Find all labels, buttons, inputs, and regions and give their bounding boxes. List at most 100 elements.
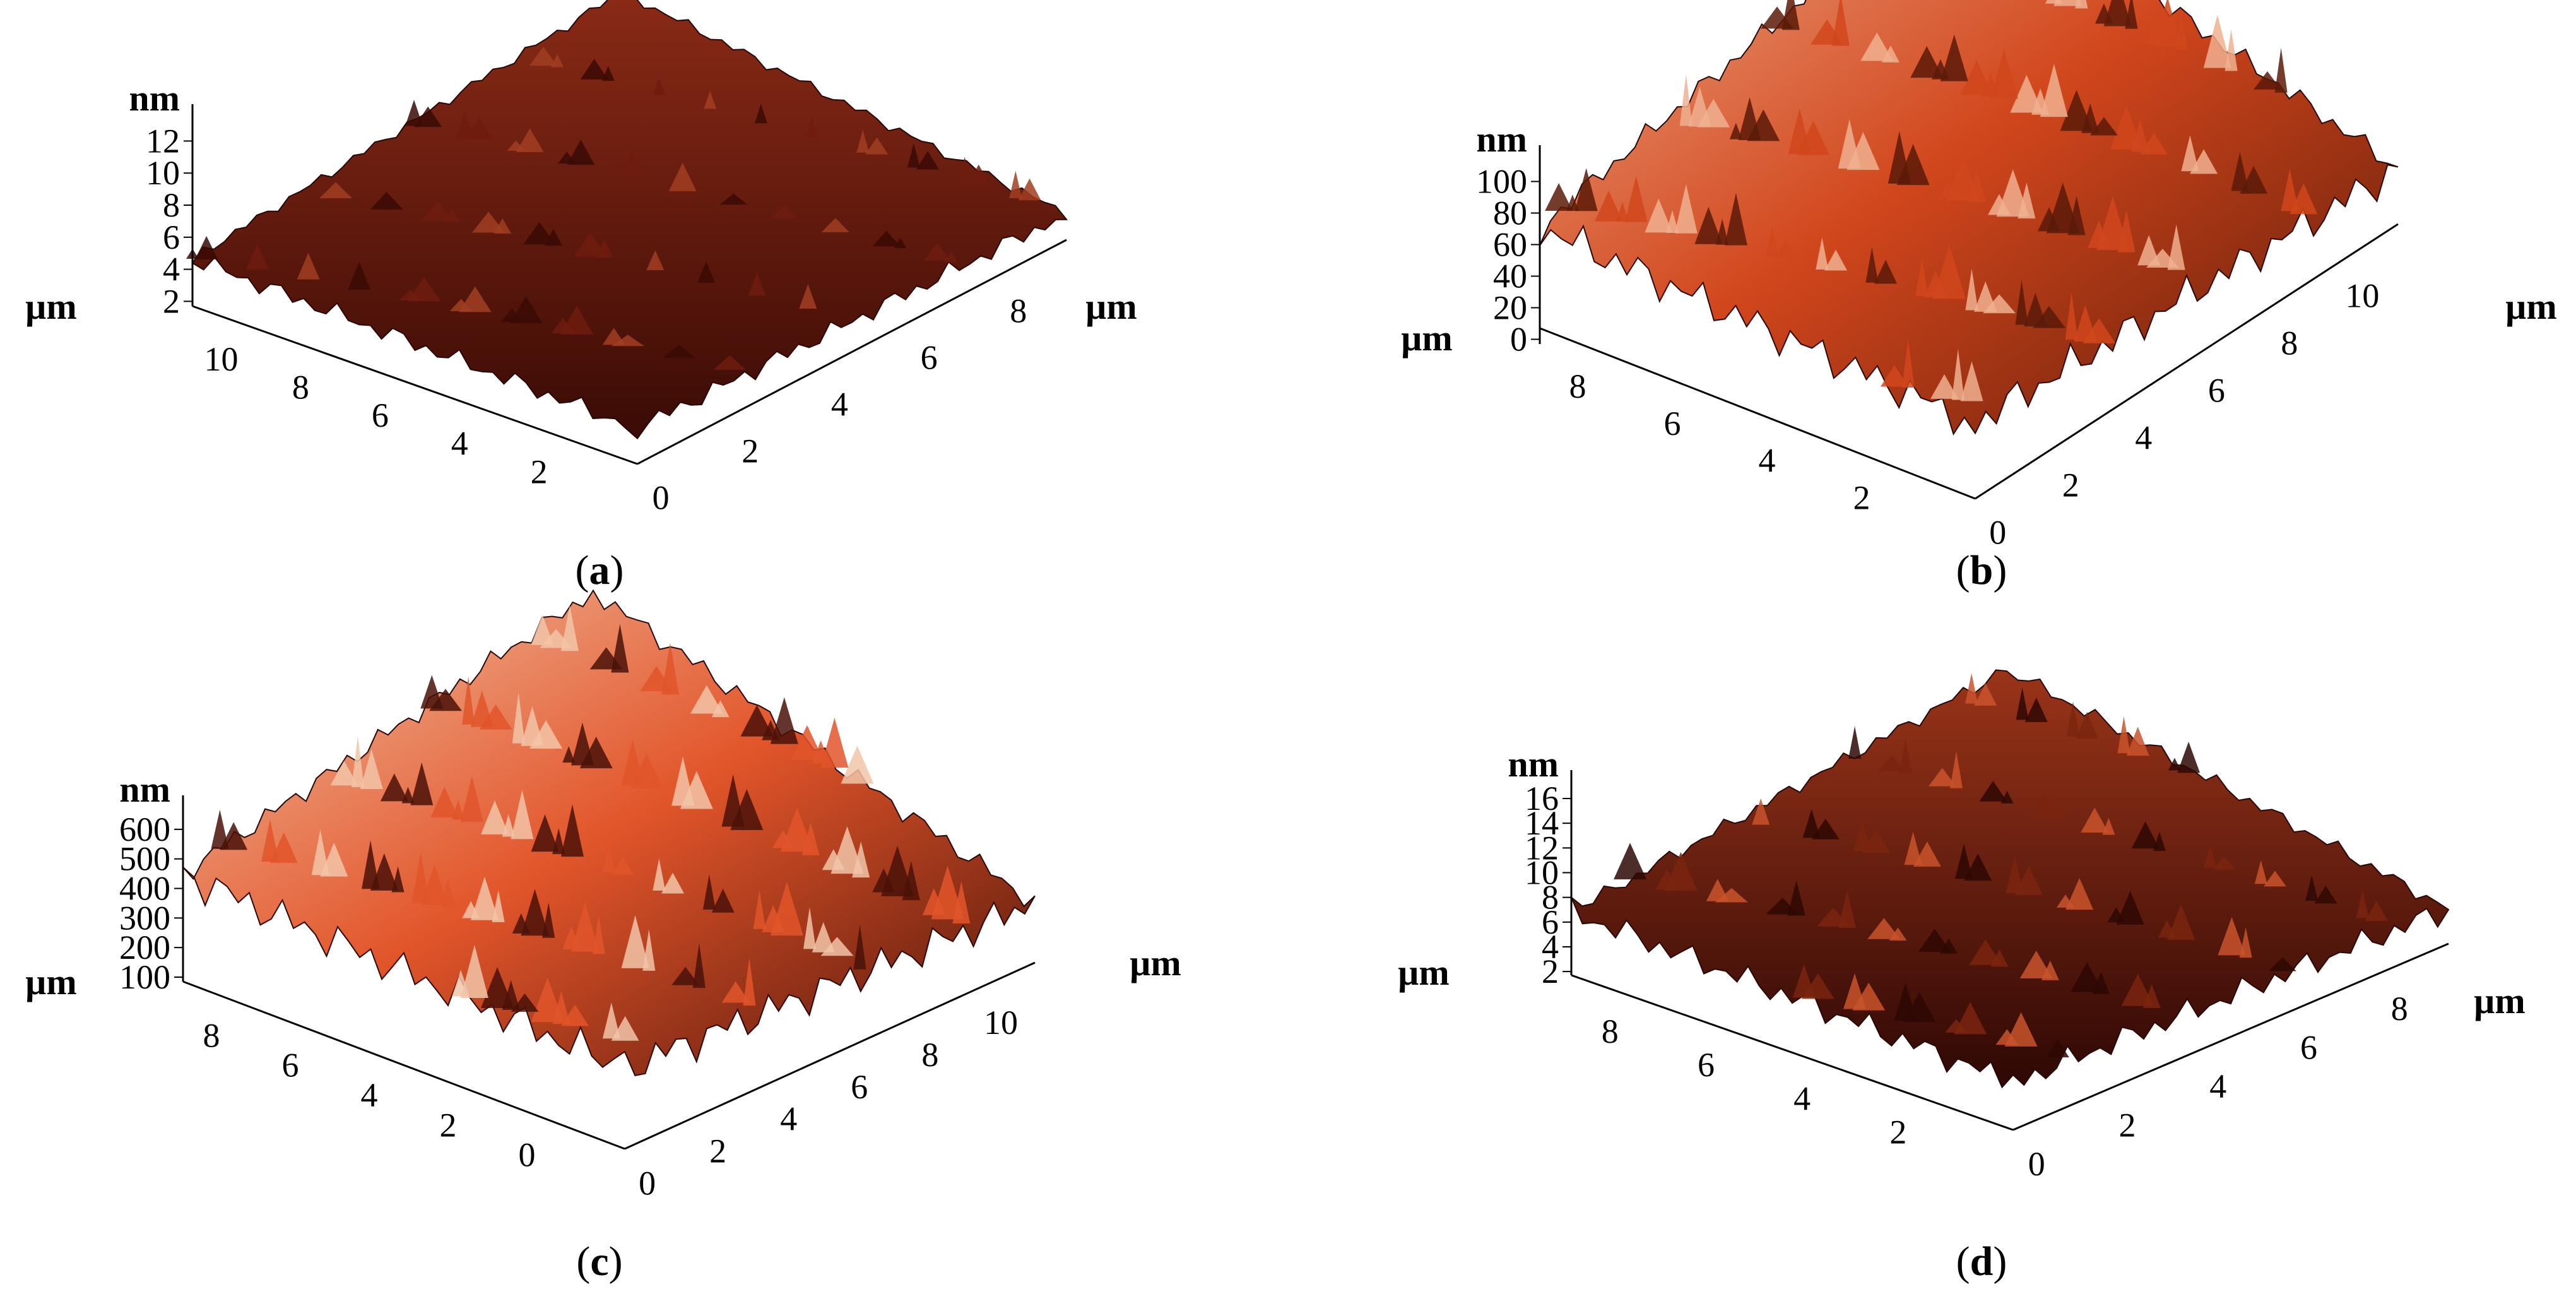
surface-peak (2140, 133, 2168, 155)
surface-peak (780, 807, 813, 852)
surface-peak (297, 252, 320, 280)
surface-peak (820, 718, 849, 768)
surface-peak (2081, 103, 2100, 133)
surface-peak (1838, 890, 1857, 929)
surface-peak (479, 704, 512, 730)
y-tick-label: 4 (1759, 442, 1776, 480)
surface-peak (692, 943, 706, 988)
surface-peak (2033, 306, 2066, 328)
surface-peak (2053, 0, 2082, 6)
surface-peak (753, 890, 766, 929)
surface-peak (269, 832, 298, 864)
surface-peak (408, 277, 441, 302)
surface-peak (442, 877, 455, 907)
surface-peak (661, 872, 685, 894)
z-unit-label: nm (129, 78, 180, 119)
surface-peak (492, 889, 505, 922)
surface-peak (560, 605, 579, 651)
surface-peak (2010, 74, 2043, 113)
surface-peak (1954, 1002, 1987, 1035)
surface-peak (2254, 860, 2267, 884)
surface-peak (562, 746, 576, 763)
surface-peak (1752, 798, 1770, 825)
surface-peak (2263, 870, 2286, 887)
surface-peak (574, 232, 607, 257)
surface-peak (642, 929, 656, 971)
surface-peak (430, 787, 459, 818)
surface-peak (2142, 983, 2161, 1009)
y-tick-label: 8 (292, 368, 309, 406)
surface-peak (653, 858, 666, 891)
surface-peak (907, 143, 920, 168)
z-tick-label: 20 (1493, 289, 1527, 327)
surface-peak (1802, 809, 1821, 838)
y-axis-line (1571, 974, 2014, 1131)
surface-peak (1766, 227, 1779, 257)
surface-peak (602, 1002, 620, 1039)
surface-peak (401, 787, 415, 804)
surface-peak (1545, 182, 1573, 211)
surface-peak (1940, 34, 1968, 81)
surface-peak (2137, 235, 2161, 266)
surface-peak (1964, 853, 1992, 881)
z-tick-label: 12 (146, 122, 180, 160)
surface-peak (1951, 348, 1964, 400)
surface-peak (2121, 973, 2154, 1006)
surface-peak (771, 205, 799, 218)
z-tick-label: 12 (1525, 829, 1559, 867)
surface-peak (1939, 938, 1958, 954)
surface-peak (2081, 807, 2109, 833)
surface-peak (1831, 0, 1850, 46)
surface-peak (1694, 206, 1723, 244)
x-tick-label: 8 (2281, 324, 2298, 362)
surface-peak (668, 162, 697, 191)
surface-peak (579, 737, 613, 769)
surface-peak (2071, 962, 2104, 992)
surface-peak (872, 230, 901, 247)
surface-peak (330, 761, 358, 786)
z-unit-label: nm (119, 769, 170, 810)
y-tick-label: 6 (372, 396, 389, 434)
surface-peak (690, 685, 723, 714)
y-tick-label: 6 (1698, 1046, 1715, 1084)
surface-peak (704, 91, 717, 109)
surface-peak (2065, 877, 2094, 910)
surface-peak (2125, 0, 2138, 29)
surface-peak (1616, 202, 1629, 222)
surface-peak (511, 790, 534, 840)
z-tick-label: 4 (163, 251, 180, 288)
surface-peak (1928, 768, 1956, 787)
surface-peak (1880, 365, 1908, 387)
surface-peak (602, 843, 615, 872)
surface-peak (1965, 268, 1978, 311)
y-tick-label: 6 (1664, 405, 1681, 442)
surface-peak (1889, 927, 1907, 941)
surface-peak (2168, 757, 2181, 771)
surface-peak (601, 66, 615, 81)
surface-peak (2015, 280, 2028, 325)
surface-peak (1896, 144, 1930, 186)
surface-peak (370, 853, 398, 891)
x-tick-label: 8 (1010, 292, 1027, 329)
surface-peak (509, 295, 543, 323)
surface-peak (2102, 817, 2115, 835)
surface-peak (420, 864, 449, 905)
surface-peak (661, 643, 679, 695)
surface-peak (1666, 210, 1679, 234)
surface-peak (799, 284, 817, 309)
surface-peak (945, 251, 958, 263)
surface-peak (1724, 193, 1747, 246)
surface-peak (421, 201, 454, 221)
x-tick-label: 4 (2209, 1067, 2226, 1105)
surface-peak (1781, 0, 1800, 30)
surface-peak (1566, 194, 1579, 211)
surface-peak (261, 819, 279, 862)
y-tick-label: 2 (440, 1106, 457, 1144)
surface-peak (472, 211, 505, 233)
surface-peak (1990, 49, 2018, 99)
surface-peak (544, 229, 562, 246)
surface-peak (1716, 218, 1729, 245)
y-tick-label: 4 (1793, 1079, 1811, 1117)
surface-peak (1990, 949, 2009, 967)
